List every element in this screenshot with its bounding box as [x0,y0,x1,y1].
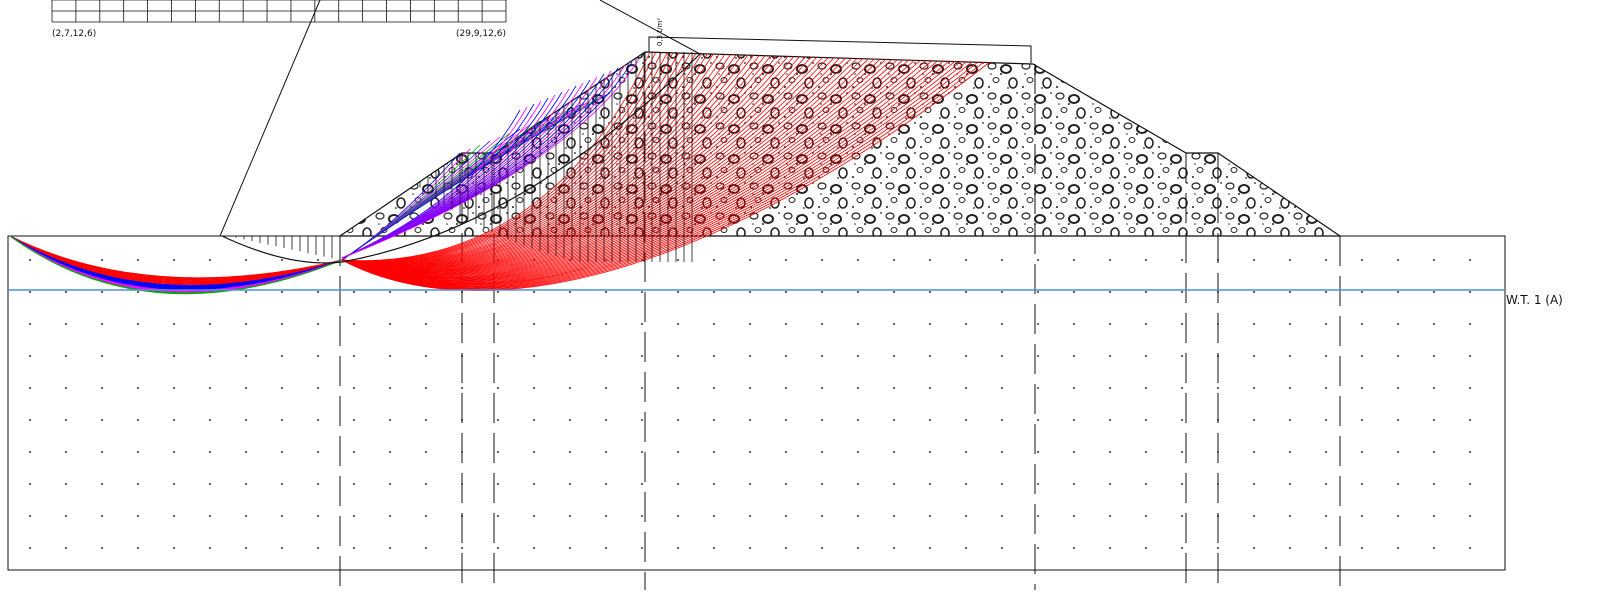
slip-surface [341,55,772,270]
slip-surfaces-right [341,51,991,291]
slip-surface [341,57,841,276]
search-grid [51,0,507,23]
water-table-label: W.T. 1 (A) [1506,293,1563,307]
leader-line-left [219,0,321,237]
grid-label-right: (29,9,12,6) [456,29,506,39]
slip-surface [341,58,640,259]
slip-surface [341,55,778,270]
slip-surface [341,58,887,281]
slip-surface [341,56,801,272]
slip-surface [341,57,858,278]
foundation-layer [7,235,1506,571]
surcharge-load-label: 0,3 t/m² [656,18,664,46]
slip-surface [341,54,743,267]
leader-line-right [599,0,701,55]
grid-label-left: (2,7,12,6) [52,29,96,39]
slip-surface [341,56,806,273]
slice-lines [221,52,701,264]
slip-surface [341,58,870,279]
slip-surface [341,55,766,269]
slip-surface [341,58,899,282]
slip-surface [341,59,916,283]
critical-slip-surface [221,53,701,264]
slip-surface [341,59,910,283]
slip-surface [341,61,991,291]
slip-surface [341,52,662,262]
slip-surface [341,59,904,282]
slip-surface [341,55,783,271]
slip-surface [341,56,824,274]
slip-surface [341,53,726,266]
section-lines [339,52,1341,590]
slip-surface [341,56,829,275]
slip-surface [341,57,847,277]
slip-surface [341,54,755,268]
slip-surface [341,58,893,281]
slip-surface [341,54,737,267]
surcharge-load [648,36,1032,63]
slip-surfaces-left [9,92,611,295]
slip-surface [341,51,657,262]
slip-surface [341,51,651,262]
slip-surface [341,56,818,274]
slip-surface [341,55,789,271]
slip-surface [9,235,343,295]
slip-surface [341,55,795,272]
slip-surface [341,58,876,279]
slip-surface [341,57,852,277]
slip-surface [341,53,720,266]
slip-surface [341,56,812,273]
slip-surface [341,57,864,278]
slip-surface [341,58,881,280]
slip-surface [341,57,835,275]
slip-surface [341,54,760,269]
